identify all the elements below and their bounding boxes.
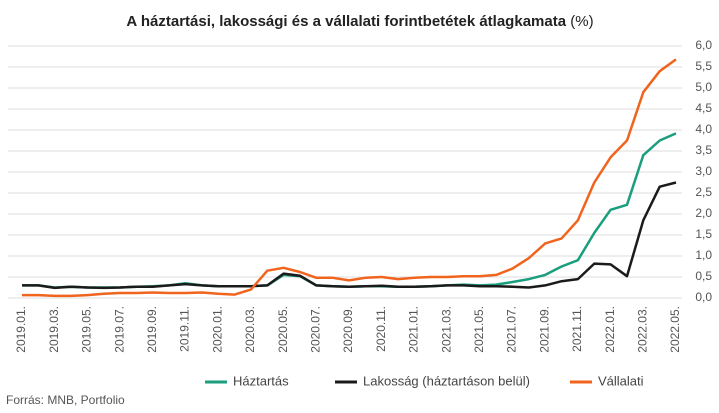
- x-tick-label: 2021.11.: [570, 306, 584, 352]
- chart-title: A háztartási, lakossági és a vállalati f…: [126, 13, 593, 30]
- y-tick-label: 2,0: [695, 206, 712, 220]
- legend-label: Lakosság (háztartáson belül): [363, 373, 530, 388]
- x-tick-label: 2022.05.: [668, 306, 682, 353]
- series-line: [22, 181, 677, 290]
- x-tick-label: 2019.01.: [14, 306, 28, 353]
- x-tick-label: 2020.05.: [276, 306, 290, 353]
- legend-item: Lakosság (háztartáson belül): [335, 373, 530, 388]
- x-tick-label: 2021.09.: [537, 306, 551, 353]
- x-tick-label: 2019.09.: [145, 306, 159, 353]
- x-tick-label: 2019.11.: [178, 306, 192, 352]
- y-tick-label: 5,5: [695, 59, 712, 73]
- x-tick-label: 2020.07.: [308, 306, 322, 353]
- x-tick-label: 2020.01.: [210, 306, 224, 353]
- y-tick-label: 1,0: [695, 248, 712, 262]
- legend-label: Vállalati: [598, 373, 644, 388]
- x-tick-label: 2020.03.: [243, 306, 257, 353]
- unit: (%): [570, 13, 593, 30]
- x-tick-label: 2021.07.: [505, 306, 519, 353]
- x-tick-label: 2022.03.: [635, 306, 649, 353]
- y-tick-label: 2,5: [695, 185, 712, 199]
- y-tick-label: 4,5: [695, 101, 712, 115]
- y-tick-label: 4,0: [695, 122, 712, 136]
- legend-item: Háztartás: [205, 373, 289, 388]
- x-tick-label: 2020.09.: [341, 306, 355, 353]
- x-tick-label: 2020.11.: [374, 306, 388, 352]
- y-tick-label: 1,5: [695, 227, 712, 241]
- x-tick-label: 2019.03.: [47, 306, 61, 353]
- legend-label: Háztartás: [233, 373, 289, 388]
- source: Forrás: MNB, Portfolio: [6, 393, 125, 407]
- y-tick-label: 3,0: [695, 164, 712, 178]
- x-tick-label: 2021.01.: [407, 306, 421, 353]
- x-tick-label: 2022.01.: [603, 306, 617, 353]
- x-tick-label: 2021.05.: [472, 306, 486, 353]
- legend-item: Vállalati: [570, 373, 644, 388]
- x-tick-label: 2019.07.: [112, 306, 126, 353]
- x-tick-label: 2019.05.: [80, 306, 94, 353]
- y-tick-label: 0,5: [695, 269, 712, 283]
- series-line: [22, 132, 677, 289]
- y-tick-label: 6,0: [695, 38, 712, 52]
- y-tick-label: 0,0: [695, 290, 712, 304]
- series-line: [22, 58, 677, 298]
- x-tick-label: 2021.03.: [439, 306, 453, 353]
- y-tick-label: 3,5: [695, 143, 712, 157]
- y-tick-label: 5,0: [695, 80, 712, 94]
- title: A háztartási, lakossági és a vállalati f…: [126, 13, 566, 30]
